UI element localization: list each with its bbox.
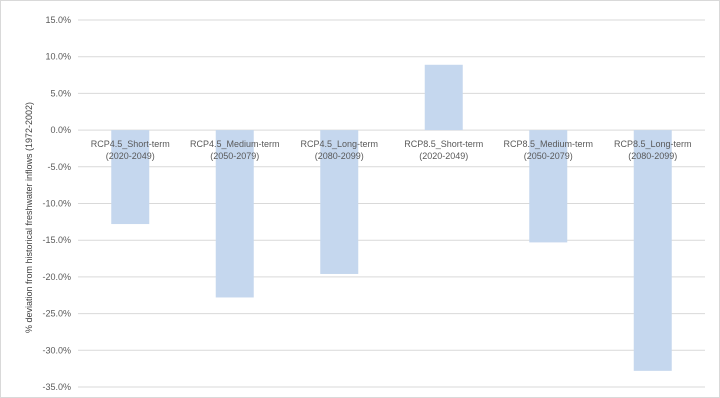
gridlines [78,19,705,388]
category-label: RCP4.5_Short-term [91,139,170,149]
category-label: (2020-2049) [106,151,155,161]
y-tick-label: -5.0% [47,162,71,172]
y-tick-label: 15.0% [45,15,71,25]
category-label: RCP8.5_Short-term [404,139,483,149]
category-labels: RCP4.5_Short-term (2020-2049) RCP4.5_Mediu… [91,139,692,161]
category-label: (2080-2099) [628,151,677,161]
y-tick-label: -30.0% [42,345,71,355]
bar [111,130,150,225]
category-label: (2080-2099) [315,151,364,161]
y-tick-label: -10.0% [42,199,71,209]
category-label: RCP4.5_Long-term [300,139,378,149]
bar [424,64,463,131]
category-label: RCP8.5_Long-term [614,139,692,149]
y-tick-label: -25.0% [42,309,71,319]
y-tick-label: -35.0% [42,382,71,392]
bar [320,130,359,274]
category-label: RCP8.5_Medium-term [503,139,593,149]
y-axis-title: % deviation from historical freshwater i… [24,102,34,333]
category-label: (2050-2079) [524,151,573,161]
y-tick-label: 0.0% [50,125,71,135]
bar [215,130,254,298]
y-tick-label: -20.0% [42,272,71,282]
category-label: (2050-2079) [210,151,259,161]
y-tick-label: -15.0% [42,235,71,245]
category-label: (2020-2049) [419,151,468,161]
y-tick-label: 5.0% [50,88,71,98]
bars [111,64,672,371]
bar [633,130,672,371]
y-tick-label: 10.0% [45,52,71,62]
y-axis-ticks: 15.0% 10.0% 5.0% 0.0% -5.0% -10.0% -15.0% -20.0… [42,15,71,392]
bar [529,130,568,243]
category-label: RCP4.5_Medium-term [190,139,280,149]
